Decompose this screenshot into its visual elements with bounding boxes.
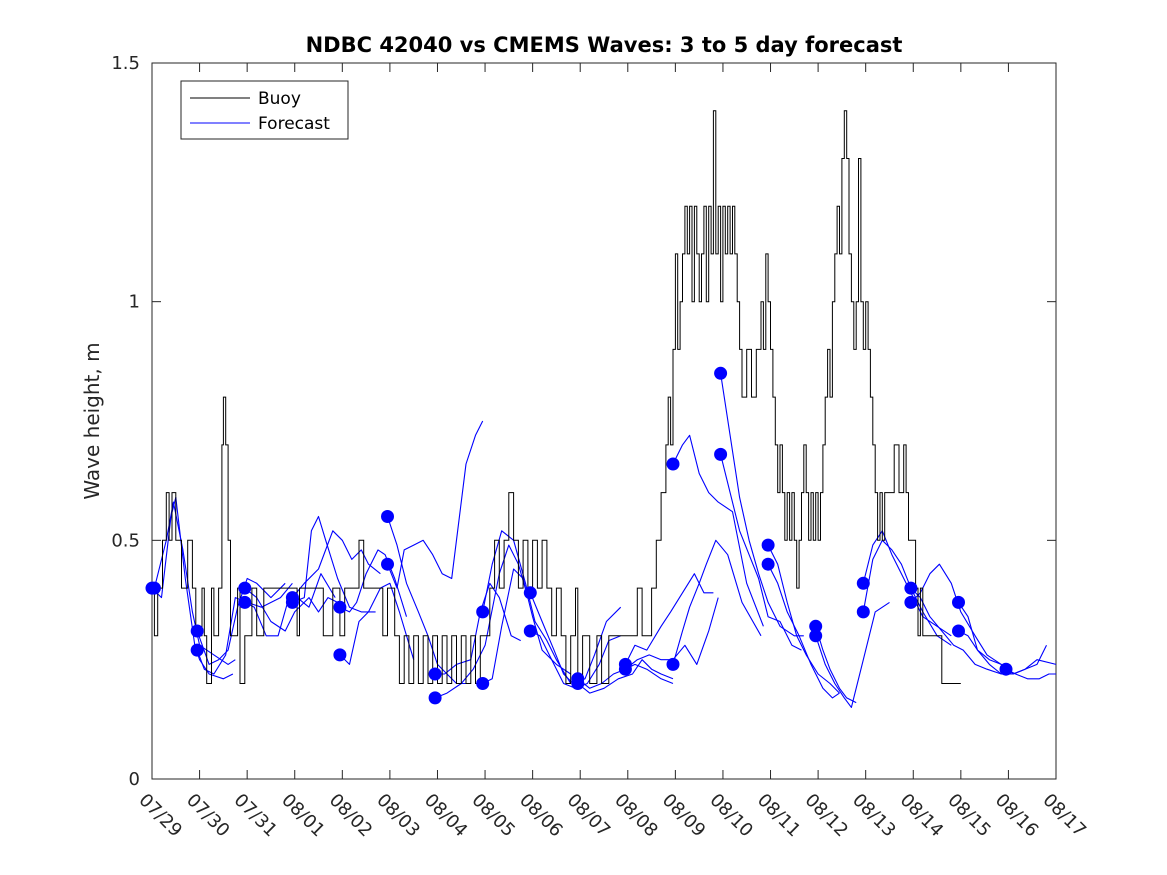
forecast-start-marker-36: [952, 624, 965, 638]
forecast-start-marker-16: [476, 677, 490, 690]
legend-buoy-label: Buoy: [258, 89, 301, 109]
plot-area: [145, 62, 1057, 780]
forecast-start-marker-9: [333, 600, 347, 614]
forecast-line-34: [910, 563, 1002, 665]
y-tick-label: 0.5: [111, 530, 140, 551]
forecast-start-marker-6: [238, 595, 252, 609]
forecast-line-35: [958, 602, 1047, 675]
forecast-line-4: [196, 582, 293, 675]
forecast-line-12: [386, 420, 484, 589]
forecast-line-25: [720, 373, 804, 637]
forecast-start-marker-8: [285, 595, 299, 609]
forecast-start-marker-26: [714, 447, 728, 461]
forecast-line-36: [958, 630, 1057, 675]
forecast-line-30: [815, 601, 890, 708]
chart-title: NDBC 42040 vs CMEMS Waves: 3 to 5 day fo…: [306, 33, 903, 57]
forecast-start-marker-17: [523, 586, 537, 600]
forecast-line-1: [151, 496, 234, 680]
forecast-start-marker-31: [856, 576, 870, 590]
forecast-start-marker-15: [476, 605, 490, 619]
legend: Buoy Forecast: [180, 80, 349, 140]
forecast-line-27: [767, 544, 840, 694]
legend-box: [180, 80, 349, 140]
buoy-line: [152, 110, 961, 684]
forecast-start-marker-34: [904, 595, 918, 609]
forecast-markers-group: [145, 366, 1013, 705]
forecast-line-37: [1005, 668, 1056, 680]
forecast-start-marker-37: [999, 662, 1013, 676]
forecast-line-29: [815, 626, 857, 704]
forecast-start-marker-35: [952, 595, 965, 609]
forecast-line-8: [292, 515, 376, 613]
forecast-line-14: [434, 544, 529, 699]
forecast-start-marker-28: [761, 557, 775, 571]
forecast-start-marker-2: [147, 581, 161, 595]
forecast-line-5: [244, 587, 338, 632]
y-axis-label: Wave height, m: [80, 342, 104, 499]
forecast-line-20: [577, 659, 674, 694]
y-axis: 0 0.5 1 1.5: [111, 53, 1056, 790]
forecast-start-marker-23: [666, 457, 680, 471]
forecast-start-marker-30: [809, 629, 823, 643]
forecast-start-marker-20: [571, 677, 585, 690]
forecast-start-marker-24: [666, 657, 680, 671]
y-tick-label: 1: [129, 292, 140, 313]
forecast-line-7: [291, 530, 381, 598]
forecast-start-marker-22: [618, 662, 632, 676]
axes-box: [151, 62, 1057, 780]
y-tick-label: 0: [129, 769, 140, 790]
forecast-line-32: [862, 539, 952, 646]
forecast-start-marker-27: [761, 538, 775, 552]
forecast-line-21: [624, 573, 714, 665]
forecast-start-marker-10: [333, 648, 347, 662]
forecast-line-23: [672, 434, 764, 627]
forecast-line-33: [910, 587, 1002, 675]
forecast-start-marker-32: [856, 605, 870, 619]
forecast-line-9: [339, 549, 408, 617]
forecast-line-10: [339, 582, 415, 665]
forecast-start-marker-14: [428, 691, 442, 705]
forecast-start-marker-29: [809, 619, 823, 633]
forecast-line-26: [720, 454, 802, 651]
forecast-start-marker-11: [381, 510, 394, 523]
buoy-series-group: [152, 110, 961, 684]
legend-forecast-label: Forecast: [258, 114, 330, 134]
forecast-line-24: [672, 539, 762, 665]
forecast-start-marker-13: [428, 667, 442, 681]
forecast-start-marker-33: [904, 581, 918, 595]
forecast-line-31: [862, 530, 952, 637]
forecast-start-marker-25: [714, 366, 728, 380]
y-tick-label: 1.5: [111, 53, 140, 74]
forecast-start-marker-18: [523, 624, 537, 638]
forecast-start-marker-3: [190, 624, 204, 638]
forecast-start-marker-4: [190, 643, 204, 657]
forecast-start-marker-5: [238, 581, 252, 595]
forecast-line-15: [482, 530, 572, 684]
forecast-line-28: [767, 563, 840, 699]
forecast-start-marker-12: [381, 557, 394, 571]
